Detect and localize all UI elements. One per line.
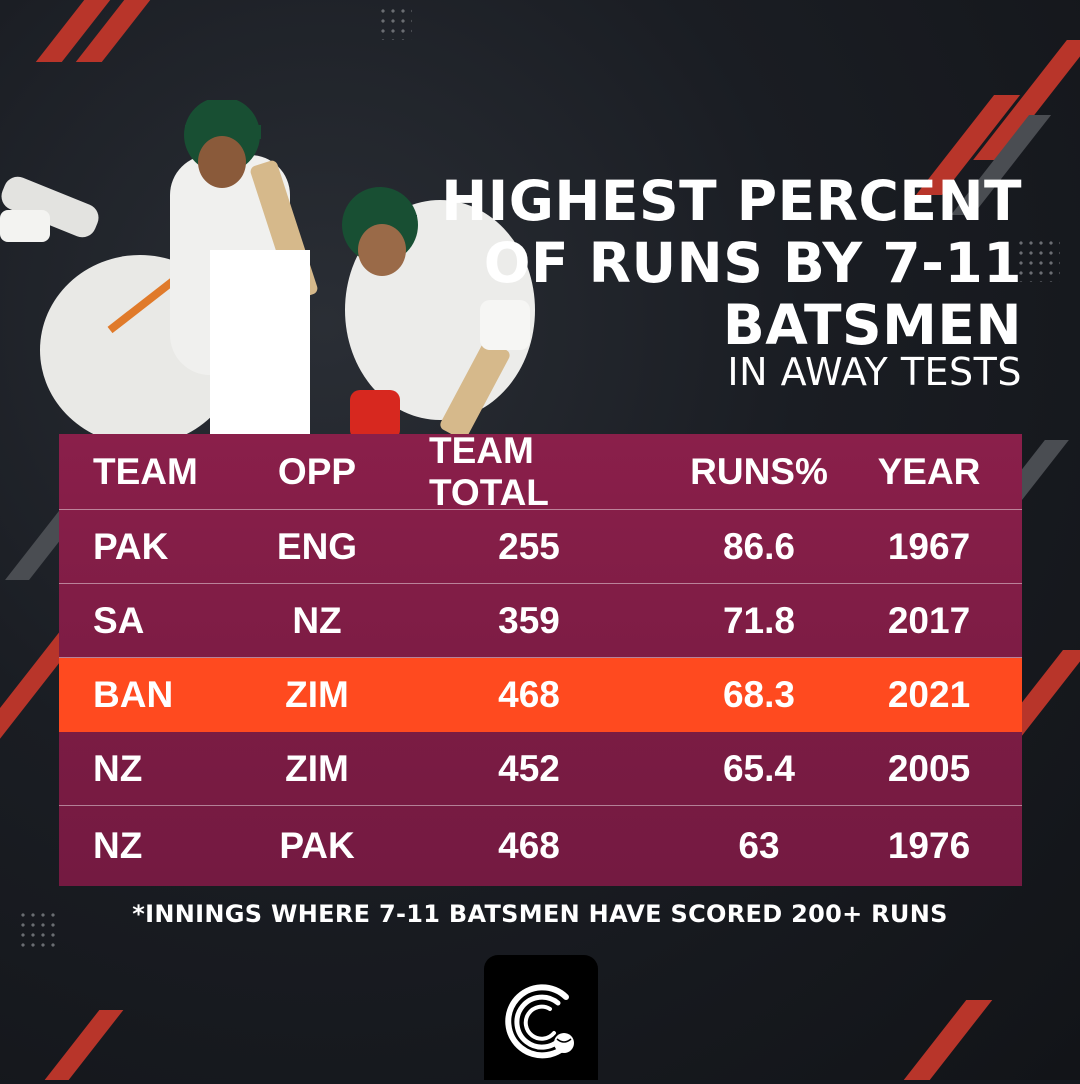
cell-opp: ZIM: [285, 674, 349, 715]
table-row-highlighted: BAN ZIM 468 68.3 2021: [59, 658, 1022, 732]
row-divider: [59, 804, 1022, 806]
title-line: BATSMEN: [722, 293, 1022, 357]
stats-table: TEAM OPP TEAM TOTAL RUNS% YEAR PAK ENG 2…: [59, 430, 1022, 886]
decor-dots: [1016, 238, 1060, 282]
title-line: HIGHEST PERCENT: [441, 169, 1022, 233]
decor-dots: [18, 910, 58, 950]
table-header: TEAM OPP TEAM TOTAL RUNS% YEAR: [59, 430, 1022, 513]
cell-year: 2005: [887, 748, 971, 789]
cell-runs-pct: 65.4: [722, 748, 795, 789]
table-row: NZ PAK 468 63 1976: [59, 806, 1022, 886]
cell-opp: NZ: [292, 600, 342, 641]
table-row: SA NZ 359 71.8 2017: [59, 584, 1022, 658]
cell-total: 452: [498, 748, 560, 789]
cell-year: 2017: [887, 600, 971, 641]
cell-opp: PAK: [279, 825, 355, 866]
cell-runs-pct: 68.3: [722, 674, 795, 715]
row-divider: [59, 656, 1022, 658]
cell-total: 255: [498, 526, 560, 567]
row-divider: [59, 582, 1022, 584]
cell-team: NZ: [93, 748, 143, 789]
cell-opp: ZIM: [285, 748, 349, 789]
table-row: NZ ZIM 452 65.4 2005: [59, 732, 1022, 806]
cell-runs-pct: 71.8: [722, 600, 795, 641]
cell-runs-pct: 63: [738, 825, 780, 866]
cell-year: 1967: [887, 526, 971, 567]
brand-logo: [484, 955, 598, 1080]
cell-team: NZ: [93, 825, 143, 866]
footnote: *INNINGS WHERE 7-11 BATSMEN HAVE SCORED …: [132, 900, 948, 928]
column-header: YEAR: [877, 451, 981, 492]
column-header: TEAM: [93, 451, 198, 492]
column-header: TEAM TOTAL: [429, 430, 549, 513]
cell-team: SA: [93, 600, 145, 641]
cell-total: 359: [498, 600, 560, 641]
players-photo: [0, 100, 535, 440]
table-row: PAK ENG 255 86.6 1967: [59, 510, 1022, 584]
cell-team: BAN: [93, 674, 174, 715]
page-subtitle: IN AWAY TESTS: [727, 350, 1022, 394]
column-header: OPP: [277, 451, 357, 492]
page-title: HIGHEST PERCENT OF RUNS BY 7-11 BATSMEN: [382, 170, 1022, 356]
row-divider: [59, 508, 1022, 510]
cricket-ball-logo-icon: [505, 984, 574, 1059]
title-line: OF RUNS BY 7-11: [483, 231, 1022, 295]
cell-total: 468: [498, 825, 560, 866]
cell-team: PAK: [93, 526, 169, 567]
cell-opp: ENG: [276, 526, 358, 567]
cell-total: 468: [498, 674, 560, 715]
cell-runs-pct: 86.6: [722, 526, 795, 567]
cell-year: 1976: [887, 825, 971, 866]
column-header: RUNS%: [690, 451, 828, 492]
cell-year: 2021: [887, 674, 971, 715]
decor-dots: [378, 6, 412, 40]
